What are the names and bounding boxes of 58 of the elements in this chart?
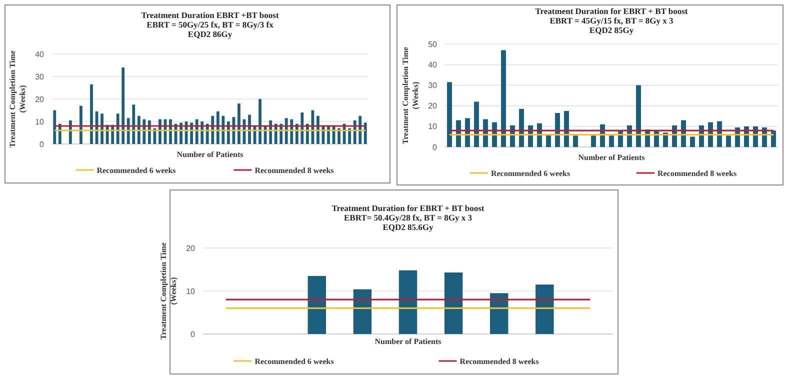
y-tick-label: 30 <box>428 81 438 90</box>
bar <box>444 272 463 334</box>
y-tick-label: 10 <box>428 122 438 132</box>
y-tick-label: 20 <box>428 102 438 111</box>
legend-label: Recommended 6 weeks <box>96 166 176 175</box>
legend-label: Recommended 8 weeks <box>657 169 737 178</box>
bar <box>726 136 731 147</box>
bar <box>300 112 304 144</box>
bar <box>122 68 125 144</box>
y-axis-title: Treatment Completion Time (Weeks) <box>8 50 27 148</box>
bar <box>519 108 524 147</box>
bar <box>546 134 551 147</box>
legend-label: Recommended 8 weeks <box>254 166 334 175</box>
x-axis-title: Number of Patients <box>578 153 645 162</box>
bar <box>591 136 596 147</box>
bar <box>536 284 554 334</box>
bar <box>573 136 578 147</box>
bar <box>258 99 262 144</box>
y-tick-label: 20 <box>35 94 45 104</box>
bar <box>90 84 93 144</box>
bar <box>474 102 479 147</box>
bar <box>771 130 776 147</box>
y-tick-label: 10 <box>35 117 45 126</box>
y-tick-label: 40 <box>35 50 45 59</box>
y-axis-title: Treatment Completion Time (Weeks) <box>159 242 178 340</box>
chart-title: Treatment Duration for EBRT + BT boost EBRT= 50.4Gy/28 fx, BT = 8Gy x 3 EQD2 85.6Gy <box>332 203 484 232</box>
y-axis-title: Treatment Completion Time (Weeks) <box>401 46 420 144</box>
y-tick-label: 40 <box>428 60 438 70</box>
bar <box>132 104 136 144</box>
y-tick-label: 0 <box>432 142 438 152</box>
bar <box>490 293 508 334</box>
bar <box>53 110 56 144</box>
y-tick-label: 0 <box>190 330 196 339</box>
bar <box>690 136 695 147</box>
bar <box>364 122 367 144</box>
chart-title: Treatment Duration EBRT +BT boost EBRT = 50Gy/25 fx, BT = 8Gy/3 fx EQD2 86Gy <box>141 10 279 39</box>
bar <box>447 82 452 147</box>
bar <box>501 50 506 147</box>
bar <box>609 136 614 147</box>
bar <box>353 289 372 334</box>
bar <box>80 106 82 144</box>
legend-label: Recommended 6 weeks <box>490 169 570 178</box>
legend-label: Recommended 6 weeks <box>254 357 334 366</box>
bar <box>238 104 240 144</box>
y-tick-label: 10 <box>186 286 196 296</box>
bar <box>636 85 641 147</box>
x-axis-title: Number of Patients <box>374 337 442 346</box>
bar <box>564 110 569 147</box>
y-tick-label: 20 <box>186 244 196 253</box>
bar <box>398 270 418 334</box>
bar <box>308 276 326 334</box>
y-tick-label: 30 <box>35 72 45 82</box>
legend-label: Recommended 8 weeks <box>460 357 539 366</box>
y-tick-label: 50 <box>428 40 438 49</box>
bar <box>555 113 560 147</box>
y-tick-label: 0 <box>40 140 45 149</box>
chart-title: Treatment Duration for EBRT + BT boost EBRT = 45Gy/15 fx, BT = 8Gy x 3 EQD2 85Gy <box>535 6 688 35</box>
x-axis-title: Number of Patients <box>176 150 244 159</box>
